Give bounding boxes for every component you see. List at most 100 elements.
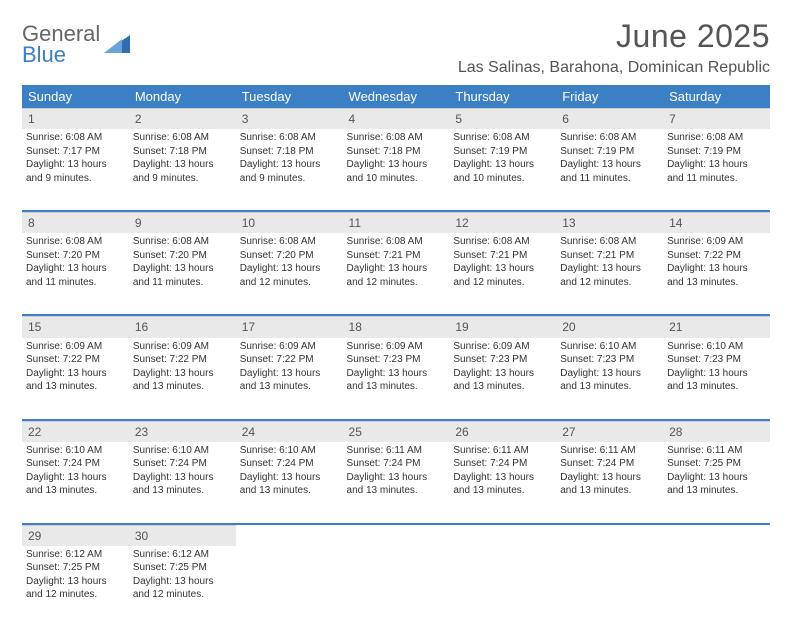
calendar-table: Sunday Monday Tuesday Wednesday Thursday… <box>22 85 770 628</box>
day-cell <box>343 546 450 628</box>
sunrise-text: Sunrise: 6:08 AM <box>560 131 659 145</box>
sunrise-text: Sunrise: 6:10 AM <box>240 444 339 458</box>
sunrise-text: Sunrise: 6:11 AM <box>667 444 766 458</box>
day-cell: Sunrise: 6:10 AMSunset: 7:24 PMDaylight:… <box>22 442 129 524</box>
sunrise-text: Sunrise: 6:08 AM <box>133 235 232 249</box>
daylight-text: Daylight: 13 hours and 13 minutes. <box>133 367 232 394</box>
day-number-row: 22232425262728 <box>22 421 770 442</box>
day-cell: Sunrise: 6:11 AMSunset: 7:25 PMDaylight:… <box>663 442 770 524</box>
day-number-row: 2930 <box>22 525 770 546</box>
sunrise-text: Sunrise: 6:08 AM <box>667 131 766 145</box>
col-sunday: Sunday <box>22 85 129 109</box>
sunrise-text: Sunrise: 6:08 AM <box>133 131 232 145</box>
sunrise-text: Sunrise: 6:08 AM <box>240 235 339 249</box>
daylight-text: Daylight: 13 hours and 13 minutes. <box>667 471 766 498</box>
sunset-text: Sunset: 7:21 PM <box>347 249 446 263</box>
day-number-row: 891011121314 <box>22 213 770 234</box>
sunrise-text: Sunrise: 6:10 AM <box>560 340 659 354</box>
day-cell: Sunrise: 6:11 AMSunset: 7:24 PMDaylight:… <box>556 442 663 524</box>
daylight-text: Daylight: 13 hours and 13 minutes. <box>240 471 339 498</box>
header: General Blue June 2025 Las Salinas, Bara… <box>22 18 770 77</box>
col-saturday: Saturday <box>663 85 770 109</box>
day-content-row: Sunrise: 6:09 AMSunset: 7:22 PMDaylight:… <box>22 338 770 420</box>
day-number-row: 1234567 <box>22 109 770 130</box>
sunset-text: Sunset: 7:20 PM <box>240 249 339 263</box>
day-number-cell <box>556 525 663 546</box>
daylight-text: Daylight: 13 hours and 9 minutes. <box>26 158 125 185</box>
daylight-text: Daylight: 13 hours and 13 minutes. <box>560 471 659 498</box>
day-cell: Sunrise: 6:11 AMSunset: 7:24 PMDaylight:… <box>343 442 450 524</box>
day-number-cell: 21 <box>663 317 770 338</box>
day-cell: Sunrise: 6:09 AMSunset: 7:22 PMDaylight:… <box>236 338 343 420</box>
daylight-text: Daylight: 13 hours and 11 minutes. <box>560 158 659 185</box>
sunset-text: Sunset: 7:19 PM <box>453 145 552 159</box>
col-thursday: Thursday <box>449 85 556 109</box>
logo-text-bottom: Blue <box>22 45 100 66</box>
day-cell: Sunrise: 6:10 AMSunset: 7:24 PMDaylight:… <box>236 442 343 524</box>
sunset-text: Sunset: 7:24 PM <box>26 457 125 471</box>
sunset-text: Sunset: 7:23 PM <box>347 353 446 367</box>
col-friday: Friday <box>556 85 663 109</box>
day-number-cell: 8 <box>22 213 129 234</box>
day-cell: Sunrise: 6:09 AMSunset: 7:23 PMDaylight:… <box>449 338 556 420</box>
daylight-text: Daylight: 13 hours and 9 minutes. <box>133 158 232 185</box>
sunrise-text: Sunrise: 6:09 AM <box>453 340 552 354</box>
col-monday: Monday <box>129 85 236 109</box>
sunset-text: Sunset: 7:18 PM <box>347 145 446 159</box>
day-cell: Sunrise: 6:08 AMSunset: 7:18 PMDaylight:… <box>236 129 343 211</box>
sunrise-text: Sunrise: 6:12 AM <box>26 548 125 562</box>
day-cell: Sunrise: 6:08 AMSunset: 7:19 PMDaylight:… <box>663 129 770 211</box>
daylight-text: Daylight: 13 hours and 13 minutes. <box>133 471 232 498</box>
daylight-text: Daylight: 13 hours and 13 minutes. <box>560 367 659 394</box>
day-number-cell: 29 <box>22 525 129 546</box>
day-cell <box>449 546 556 628</box>
day-number-cell <box>663 525 770 546</box>
sunset-text: Sunset: 7:19 PM <box>560 145 659 159</box>
sunset-text: Sunset: 7:20 PM <box>26 249 125 263</box>
month-title: June 2025 <box>458 18 770 55</box>
sunrise-text: Sunrise: 6:08 AM <box>347 235 446 249</box>
sunset-text: Sunset: 7:24 PM <box>133 457 232 471</box>
sunset-text: Sunset: 7:22 PM <box>240 353 339 367</box>
daylight-text: Daylight: 13 hours and 11 minutes. <box>26 262 125 289</box>
day-cell: Sunrise: 6:08 AMSunset: 7:17 PMDaylight:… <box>22 129 129 211</box>
sunrise-text: Sunrise: 6:08 AM <box>26 131 125 145</box>
logo: General Blue <box>22 24 130 66</box>
logo-triangle-icon <box>104 31 130 58</box>
day-content-row: Sunrise: 6:10 AMSunset: 7:24 PMDaylight:… <box>22 442 770 524</box>
sunset-text: Sunset: 7:23 PM <box>667 353 766 367</box>
day-number-cell: 4 <box>343 109 450 130</box>
day-cell: Sunrise: 6:08 AMSunset: 7:19 PMDaylight:… <box>449 129 556 211</box>
col-wednesday: Wednesday <box>343 85 450 109</box>
day-number-cell: 1 <box>22 109 129 130</box>
day-number-cell: 6 <box>556 109 663 130</box>
day-header-row: Sunday Monday Tuesday Wednesday Thursday… <box>22 85 770 109</box>
sunrise-text: Sunrise: 6:11 AM <box>347 444 446 458</box>
sunset-text: Sunset: 7:25 PM <box>26 561 125 575</box>
daylight-text: Daylight: 13 hours and 13 minutes. <box>26 367 125 394</box>
sunset-text: Sunset: 7:25 PM <box>667 457 766 471</box>
sunset-text: Sunset: 7:24 PM <box>560 457 659 471</box>
daylight-text: Daylight: 13 hours and 12 minutes. <box>560 262 659 289</box>
day-cell: Sunrise: 6:08 AMSunset: 7:20 PMDaylight:… <box>129 233 236 315</box>
sunrise-text: Sunrise: 6:09 AM <box>347 340 446 354</box>
day-cell: Sunrise: 6:08 AMSunset: 7:18 PMDaylight:… <box>343 129 450 211</box>
sunset-text: Sunset: 7:24 PM <box>453 457 552 471</box>
sunset-text: Sunset: 7:24 PM <box>240 457 339 471</box>
daylight-text: Daylight: 13 hours and 13 minutes. <box>26 471 125 498</box>
day-cell: Sunrise: 6:12 AMSunset: 7:25 PMDaylight:… <box>129 546 236 628</box>
daylight-text: Daylight: 13 hours and 13 minutes. <box>240 367 339 394</box>
day-number-cell: 24 <box>236 421 343 442</box>
sunrise-text: Sunrise: 6:08 AM <box>453 235 552 249</box>
daylight-text: Daylight: 13 hours and 11 minutes. <box>667 158 766 185</box>
title-block: June 2025 Las Salinas, Barahona, Dominic… <box>458 18 770 77</box>
sunset-text: Sunset: 7:21 PM <box>560 249 659 263</box>
daylight-text: Daylight: 13 hours and 12 minutes. <box>347 262 446 289</box>
day-number-cell: 14 <box>663 213 770 234</box>
day-cell <box>556 546 663 628</box>
day-number-cell: 20 <box>556 317 663 338</box>
day-number-cell: 5 <box>449 109 556 130</box>
sunset-text: Sunset: 7:20 PM <box>133 249 232 263</box>
day-number-cell <box>343 525 450 546</box>
day-content-row: Sunrise: 6:08 AMSunset: 7:20 PMDaylight:… <box>22 233 770 315</box>
